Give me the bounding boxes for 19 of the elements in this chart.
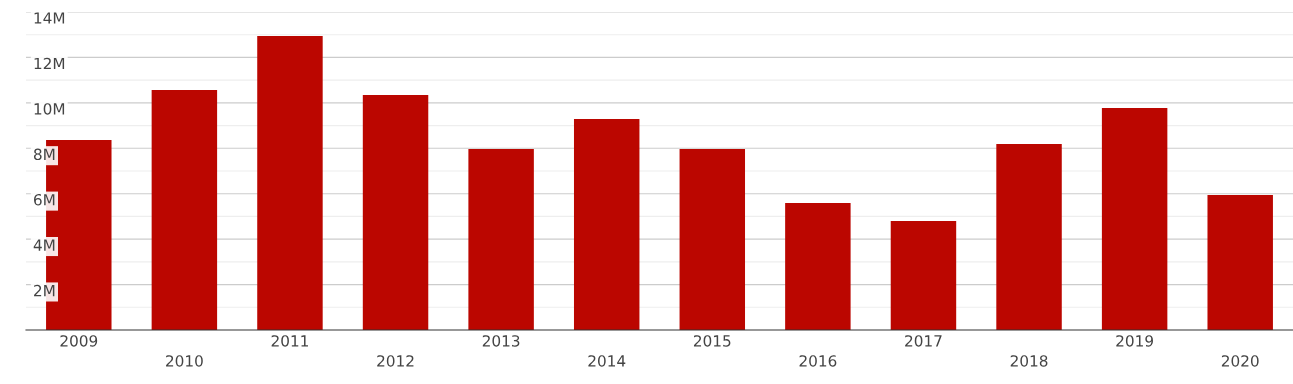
y-tick-label: 4M bbox=[33, 239, 55, 251]
x-tick-label: 2011 bbox=[271, 335, 308, 347]
x-tick-label: 2014 bbox=[588, 355, 626, 367]
y-tick-label: 10M bbox=[34, 103, 65, 115]
x-tick-label: 2019 bbox=[1116, 335, 1153, 347]
x-tick-label: 2009 bbox=[60, 335, 98, 347]
y-tick-label: 2M bbox=[34, 284, 55, 297]
x-tick-label: 2012 bbox=[377, 355, 414, 367]
x-tick-label: 2013 bbox=[482, 335, 520, 347]
x-tick-label: 2015 bbox=[693, 335, 731, 347]
y-tick-label: 8M bbox=[33, 148, 55, 161]
x-tick-label: 2017 bbox=[905, 335, 942, 347]
y-tick-label: 14M bbox=[34, 12, 65, 24]
x-tick-label: 2010 bbox=[166, 355, 203, 367]
x-tick-label: 2020 bbox=[1221, 355, 1259, 367]
y-tick-label: 6M bbox=[34, 193, 55, 206]
y-tick-label: 12M bbox=[34, 57, 65, 70]
x-tick-label: 2018 bbox=[1010, 355, 1048, 367]
x-tick-label: 2016 bbox=[799, 355, 837, 367]
